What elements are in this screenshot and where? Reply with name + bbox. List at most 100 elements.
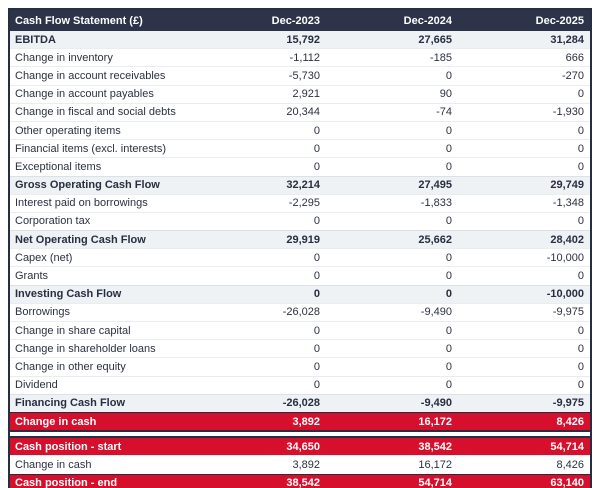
row-value: -10,000 (546, 251, 584, 264)
row-label: Change in cash (15, 458, 92, 471)
table-row: Grants 0 0 0 (10, 266, 590, 285)
table-row: Change in inventory -1,112 -185 666 (10, 48, 590, 67)
row-value: 0 (445, 270, 452, 283)
row-label: Change in inventory (15, 51, 113, 64)
row-value: 2,921 (292, 88, 320, 101)
row-value: 3,892 (292, 458, 320, 471)
spacer-row (10, 430, 590, 439)
column-header-dec-2024: Dec-2024 (403, 14, 452, 27)
row-value: 32,214 (286, 179, 320, 192)
cash-flow-statement-table: Cash Flow Statement (£) Dec-2023 Dec-202… (8, 8, 592, 488)
row-value: 0 (577, 160, 584, 173)
row-label: EBITDA (15, 33, 56, 46)
row-value: 29,749 (550, 179, 584, 192)
row-value: 20,344 (286, 106, 320, 119)
row-value: -10,000 (546, 288, 584, 301)
row-value: -9,975 (552, 397, 584, 410)
table-row: Investing Cash Flow 0 0 -10,000 (10, 284, 590, 303)
table-row: Borrowings -26,028 -9,490 -9,975 (10, 302, 590, 321)
row-value: -1,930 (552, 106, 584, 119)
row-label: Change in account payables (15, 88, 154, 101)
row-value: 54,714 (550, 440, 584, 453)
row-value: 29,919 (286, 233, 320, 246)
table-row: Cash position - end 38,542 54,714 63,140 (10, 473, 590, 488)
row-value: 27,495 (418, 179, 452, 192)
row-value: 0 (313, 342, 320, 355)
row-value: -5,730 (288, 69, 320, 82)
row-value: 0 (445, 360, 452, 373)
row-value: -1,112 (289, 51, 320, 64)
table-row: Interest paid on borrowings -2,295 -1,833 -… (10, 193, 590, 212)
row-label: Financing Cash Flow (15, 397, 126, 410)
row-label: Change in account receivables (15, 69, 166, 82)
row-label: Interest paid on borrowings (15, 197, 148, 210)
row-value: 0 (577, 379, 584, 392)
row-value: 25,662 (418, 233, 452, 246)
row-value: 0 (445, 379, 452, 392)
row-value: -26,028 (282, 306, 320, 319)
table-row: Other operating items 0 0 0 (10, 120, 590, 140)
row-value: -185 (429, 51, 452, 64)
row-value: 0 (445, 124, 452, 137)
row-value: 90 (439, 88, 452, 101)
row-value: 0 (313, 360, 320, 373)
table-row: Dividend 0 0 0 (10, 375, 590, 394)
table-row: Change in cash 3,892 16,172 8,426 (10, 411, 590, 431)
row-value: 0 (313, 215, 320, 228)
row-value: 0 (577, 124, 584, 137)
table-row: Cash position - start 34,650 38,542 54,714 (10, 438, 590, 456)
row-value: 0 (445, 342, 452, 355)
row-value: 0 (577, 342, 584, 355)
table-row: Change in cash 3,892 16,172 8,426 (10, 455, 590, 474)
table-row: Exceptional items 0 0 0 (10, 157, 590, 176)
table-row: Change in fiscal and social debts 20,344 -… (10, 102, 590, 121)
table-row: Change in other equity 0 0 0 (10, 357, 590, 376)
row-value: 0 (577, 324, 584, 337)
table-row: Corporation tax 0 0 0 (10, 211, 590, 231)
table-row: EBITDA 15,792 27,665 31,284 (10, 31, 590, 49)
row-value: 3,892 (292, 415, 320, 428)
row-value: 0 (445, 142, 452, 155)
row-value: 0 (313, 124, 320, 137)
row-value: 0 (577, 142, 584, 155)
row-label: Borrowings (15, 306, 71, 319)
row-value: 0 (445, 251, 452, 264)
row-label: Other operating items (15, 124, 121, 137)
row-value: 0 (577, 270, 584, 283)
row-value: 31,284 (550, 33, 584, 46)
row-label: Cash position - end (15, 477, 118, 488)
row-value: 0 (445, 215, 452, 228)
row-value: -9,490 (420, 306, 452, 319)
row-label: Net Operating Cash Flow (15, 233, 146, 246)
row-label: Cash position - start (15, 440, 122, 453)
table-header-row: Cash Flow Statement (£) Dec-2023 Dec-202… (10, 10, 590, 31)
table-row: Change in account payables 2,921 90 0 (10, 84, 590, 103)
row-label: Dividend (15, 379, 58, 392)
row-value: 0 (445, 288, 452, 301)
table-title: Cash Flow Statement (£) (15, 14, 143, 27)
row-value: -1,348 (552, 197, 584, 210)
row-value: 0 (577, 215, 584, 228)
row-value: 28,402 (550, 233, 584, 246)
row-value: -270 (561, 69, 584, 82)
row-value: 16,172 (418, 458, 452, 471)
row-value: 8,426 (556, 415, 584, 428)
row-label: Grants (15, 270, 49, 283)
row-value: 0 (313, 160, 320, 173)
row-value: 0 (445, 324, 452, 337)
row-value: 0 (445, 160, 452, 173)
row-value: 15,792 (286, 33, 320, 46)
column-header-dec-2023: Dec-2023 (271, 14, 320, 27)
row-value: 63,140 (550, 477, 584, 488)
row-value: 0 (313, 288, 320, 301)
table-row: Change in shareholder loans 0 0 0 (10, 339, 590, 358)
table-row: Financing Cash Flow -26,028 -9,490 -9,975 (10, 393, 590, 412)
row-value: 27,665 (418, 33, 452, 46)
row-value: 34,650 (286, 440, 320, 453)
row-label: Capex (net) (15, 251, 73, 264)
row-value: 54,714 (418, 477, 452, 488)
table-row: Financial items (excl. interests) 0 0 0 (10, 139, 590, 158)
row-value: -26,028 (282, 397, 320, 410)
row-value: -1,833 (420, 197, 452, 210)
row-value: 8,426 (556, 458, 584, 471)
